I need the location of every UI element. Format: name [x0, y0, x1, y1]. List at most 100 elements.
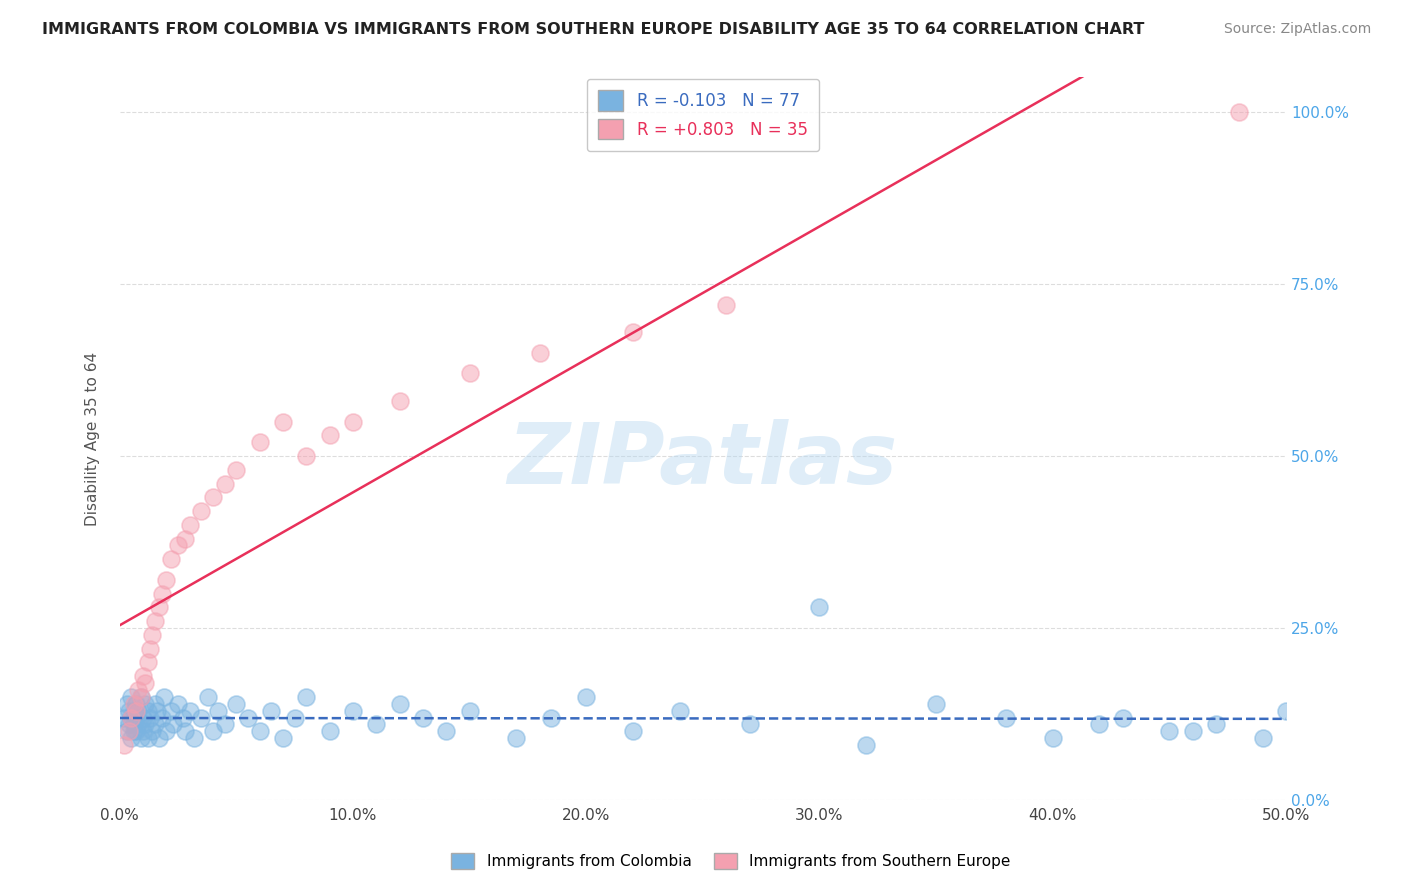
- Point: [621, 325, 644, 339]
- Point: [160, 704, 183, 718]
- Point: [127, 704, 149, 718]
- Point: [197, 690, 219, 704]
- Point: [249, 435, 271, 450]
- Point: [1251, 731, 1274, 746]
- Point: [132, 669, 155, 683]
- Point: [134, 717, 156, 731]
- Point: [143, 614, 166, 628]
- Point: [225, 697, 247, 711]
- Point: [141, 724, 163, 739]
- Point: [271, 731, 294, 746]
- Point: [207, 704, 229, 718]
- Point: [132, 724, 155, 739]
- Point: [118, 717, 141, 731]
- Point: [155, 724, 177, 739]
- Point: [214, 717, 236, 731]
- Point: [122, 704, 145, 718]
- Point: [621, 724, 644, 739]
- Point: [388, 393, 411, 408]
- Point: [575, 690, 598, 704]
- Point: [540, 710, 562, 724]
- Point: [318, 428, 340, 442]
- Legend: R = -0.103   N = 77, R = +0.803   N = 35: R = -0.103 N = 77, R = +0.803 N = 35: [586, 78, 820, 151]
- Point: [150, 587, 173, 601]
- Point: [505, 731, 527, 746]
- Point: [174, 724, 197, 739]
- Point: [458, 367, 481, 381]
- Text: Source: ZipAtlas.com: Source: ZipAtlas.com: [1223, 22, 1371, 37]
- Point: [129, 690, 152, 704]
- Point: [295, 449, 318, 463]
- Point: [122, 724, 145, 739]
- Point: [342, 415, 364, 429]
- Point: [1042, 731, 1064, 746]
- Point: [260, 704, 283, 718]
- Point: [1088, 717, 1111, 731]
- Point: [125, 697, 148, 711]
- Point: [808, 600, 831, 615]
- Point: [412, 710, 434, 724]
- Point: [120, 731, 142, 746]
- Point: [1181, 724, 1204, 739]
- Point: [125, 710, 148, 724]
- Point: [132, 710, 155, 724]
- Point: [225, 463, 247, 477]
- Point: [129, 731, 152, 746]
- Point: [139, 641, 162, 656]
- Text: ZIPatlas: ZIPatlas: [508, 419, 898, 502]
- Point: [284, 710, 307, 724]
- Point: [366, 717, 388, 731]
- Point: [458, 704, 481, 718]
- Point: [167, 697, 190, 711]
- Point: [150, 710, 173, 724]
- Point: [249, 724, 271, 739]
- Point: [120, 690, 142, 704]
- Point: [160, 552, 183, 566]
- Point: [153, 690, 176, 704]
- Point: [1205, 717, 1227, 731]
- Point: [122, 697, 145, 711]
- Point: [174, 532, 197, 546]
- Point: [214, 476, 236, 491]
- Point: [136, 656, 159, 670]
- Point: [295, 690, 318, 704]
- Point: [139, 710, 162, 724]
- Legend: Immigrants from Colombia, Immigrants from Southern Europe: Immigrants from Colombia, Immigrants fro…: [446, 847, 1017, 875]
- Point: [115, 724, 138, 739]
- Point: [183, 731, 205, 746]
- Point: [115, 697, 138, 711]
- Point: [714, 297, 737, 311]
- Point: [118, 724, 141, 739]
- Point: [236, 710, 259, 724]
- Point: [125, 724, 148, 739]
- Point: [434, 724, 457, 739]
- Point: [179, 704, 201, 718]
- Point: [529, 345, 551, 359]
- Point: [136, 731, 159, 746]
- Point: [179, 517, 201, 532]
- Point: [122, 717, 145, 731]
- Point: [738, 717, 761, 731]
- Point: [120, 710, 142, 724]
- Point: [148, 600, 170, 615]
- Point: [388, 697, 411, 711]
- Point: [925, 697, 948, 711]
- Point: [1111, 710, 1133, 724]
- Point: [1227, 104, 1250, 119]
- Point: [1275, 704, 1298, 718]
- Point: [190, 710, 212, 724]
- Point: [134, 697, 156, 711]
- Point: [120, 710, 142, 724]
- Point: [162, 717, 184, 731]
- Point: [167, 539, 190, 553]
- Point: [342, 704, 364, 718]
- Point: [271, 415, 294, 429]
- Point: [995, 710, 1018, 724]
- Point: [148, 731, 170, 746]
- Y-axis label: Disability Age 35 to 64: Disability Age 35 to 64: [86, 351, 100, 526]
- Point: [1159, 724, 1181, 739]
- Point: [202, 724, 225, 739]
- Point: [143, 717, 166, 731]
- Point: [141, 628, 163, 642]
- Point: [202, 491, 225, 505]
